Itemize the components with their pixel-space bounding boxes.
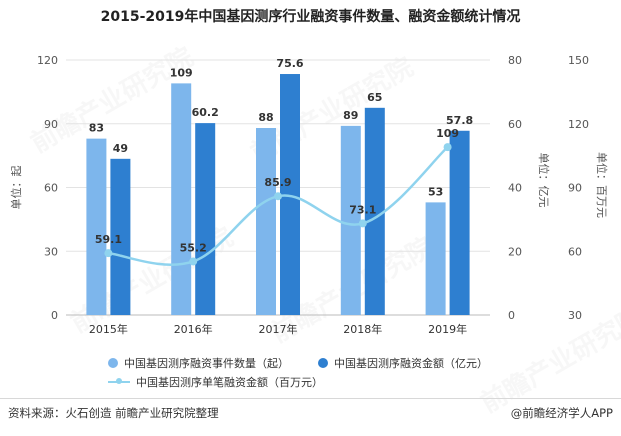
x-axis-tick-label: 2017年	[259, 322, 298, 336]
bar-count	[340, 125, 361, 315]
line-average-per-deal	[108, 146, 449, 266]
left-axis-tick-label: 0	[51, 309, 58, 322]
right-axis-title: 单位：亿元	[537, 153, 551, 208]
legend-item-average[interactable]: 中国基因测序单笔融资金额（百万元）	[108, 374, 323, 390]
x-axis-tick-label: 2016年	[174, 322, 213, 336]
bar-amount	[280, 74, 300, 316]
bar-amount-label: 75.6	[276, 57, 303, 70]
point-average-label: 85.9	[264, 176, 291, 189]
bar-count-label: 109	[170, 66, 193, 79]
right-axis-tick-label: 60	[508, 118, 522, 131]
point-average-label: 109	[436, 127, 459, 140]
x-axis-tick-label: 2018年	[343, 322, 382, 336]
left-axis-title: 单位：起	[9, 166, 23, 210]
bar-amount-label: 65	[367, 91, 382, 104]
legend-item-count[interactable]: 中国基因测序融资事件数量（起）	[108, 355, 289, 371]
bar-count	[86, 138, 107, 315]
bar-amount	[449, 130, 470, 315]
bar-count	[171, 83, 192, 315]
right2-axis-tick-label: 150	[568, 54, 589, 67]
left-axis-tick-label: 90	[44, 118, 58, 131]
left-axis-tick-label: 60	[44, 182, 58, 195]
point-average	[104, 249, 113, 258]
right2-axis-tick-label: 60	[568, 245, 582, 258]
bar-amount-label: 57.8	[446, 114, 473, 127]
source-note: 资料来源：火石创造 前瞻产业研究院整理	[8, 406, 219, 420]
footer-divider	[0, 398, 621, 399]
legend-label-count: 中国基因测序融资事件数量（起）	[124, 357, 289, 370]
right2-axis-tick-label: 90	[568, 182, 582, 195]
right-axis-tick-label: 80	[508, 54, 522, 67]
legend-swatch-count	[108, 358, 118, 368]
point-average-label: 73.1	[349, 203, 376, 216]
right-axis-tick-label: 0	[508, 309, 515, 322]
bar-amount	[364, 107, 385, 315]
right2-axis-title: 单位：百万元	[595, 152, 609, 218]
right-axis-tick-label: 20	[508, 245, 522, 258]
brand-credit: @前瞻经济学人APP	[510, 406, 613, 420]
bar-count-label: 89	[343, 109, 358, 122]
point-average	[189, 257, 198, 266]
bar-amount-label: 60.2	[192, 106, 219, 119]
right-axis-tick-label: 40	[508, 182, 522, 195]
right2-axis-tick-label: 120	[568, 118, 589, 131]
legend-swatch-average	[108, 378, 130, 384]
x-axis-tick-label: 2019年	[428, 322, 467, 336]
bar-amount	[110, 158, 131, 315]
legend-label-amount: 中国基因测序融资金额（亿元）	[334, 357, 488, 370]
left-axis-tick-label: 30	[44, 245, 58, 258]
x-axis-tick-label: 2015年	[89, 322, 128, 336]
legend-item-amount[interactable]: 中国基因测序融资金额（亿元）	[318, 355, 488, 371]
bar-count-label: 88	[258, 111, 273, 124]
bar-count-label: 83	[89, 122, 104, 135]
right2-axis-tick-label: 30	[568, 309, 582, 322]
chart-title: 2015-2019年中国基因测序行业融资事件数量、融资金额统计情况	[100, 9, 521, 25]
point-average-label: 55.2	[180, 241, 207, 254]
legend-swatch-amount	[318, 358, 328, 368]
point-average	[443, 143, 452, 152]
bar-count	[425, 202, 446, 315]
left-axis-tick-label: 120	[37, 54, 58, 67]
bar-amount	[195, 123, 216, 315]
bar-count-label: 53	[428, 185, 443, 198]
point-average	[358, 219, 367, 228]
bar-amount-label: 49	[113, 142, 128, 155]
point-average-label: 59.1	[95, 233, 122, 246]
point-average	[274, 192, 282, 201]
legend-label-average: 中国基因测序单笔融资金额（百万元）	[136, 376, 323, 389]
bar-count	[256, 128, 276, 315]
